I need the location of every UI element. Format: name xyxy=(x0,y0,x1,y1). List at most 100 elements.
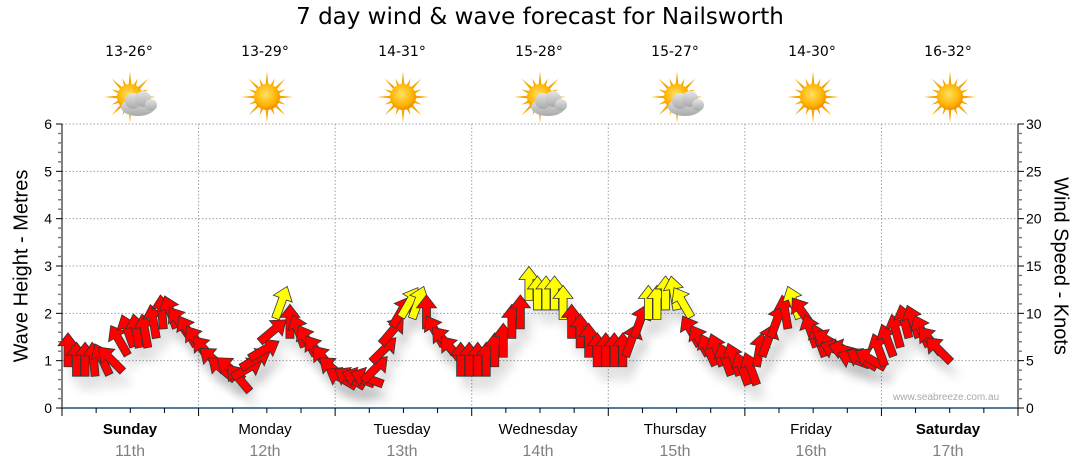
temp-range: 15-27° xyxy=(651,44,699,60)
sun-ray xyxy=(787,95,803,99)
sun-ray xyxy=(273,78,286,91)
sun-ray xyxy=(240,95,256,99)
y-tick-label-left: 3 xyxy=(44,258,52,274)
sun-ray xyxy=(248,103,261,116)
y-axis-left-label: Wave Height - Metres xyxy=(10,170,32,363)
y-tick-label-left: 0 xyxy=(44,400,52,416)
day-label: Thursday xyxy=(643,421,707,438)
sun-ray xyxy=(277,95,293,99)
y-tick-label-right: 20 xyxy=(1026,211,1042,227)
sunny-icon xyxy=(377,71,430,123)
cloud xyxy=(121,91,158,116)
y-tick-label-right: 5 xyxy=(1026,353,1034,369)
date-label: 14th xyxy=(522,443,554,460)
sun-ray xyxy=(104,95,120,99)
sun-disc xyxy=(390,84,417,110)
sun-ray xyxy=(794,78,807,91)
sun-ray xyxy=(401,71,405,87)
temp-range: 16-32° xyxy=(924,44,972,60)
day-label: Tuesday xyxy=(373,421,431,438)
sun-ray xyxy=(273,103,286,116)
sun-ray xyxy=(521,78,534,91)
wind-arrow xyxy=(279,303,301,339)
sun-ray xyxy=(136,78,149,91)
temp-range: 14-30° xyxy=(788,44,836,60)
sunny-icon xyxy=(240,71,293,123)
sun-ray xyxy=(931,78,944,91)
arrow-shadow xyxy=(374,351,402,379)
sun-ray xyxy=(650,95,666,99)
sun-ray xyxy=(824,95,840,99)
sun-ray xyxy=(514,95,530,99)
sun-ray xyxy=(956,78,969,91)
y-tick-label-left: 2 xyxy=(44,305,52,321)
axes: 0 1 2 3 4 5 6 0 5 10 15 20 25 30 xyxy=(44,116,1042,416)
date-label: 12th xyxy=(249,443,281,460)
wind-arrow xyxy=(855,348,888,372)
sun-ray xyxy=(923,95,939,99)
wind-arrow xyxy=(271,285,293,321)
wind-arrow xyxy=(552,284,574,320)
cloud-part xyxy=(555,99,567,111)
y-tick-label-right: 15 xyxy=(1026,258,1042,274)
temp-range: 13-26° xyxy=(105,44,153,60)
partly-cloudy-icon xyxy=(104,71,158,123)
sun-ray xyxy=(960,95,976,99)
sun-ray xyxy=(410,103,422,116)
arrow-shadow xyxy=(253,353,286,376)
sun-ray xyxy=(956,103,969,116)
cloud-part xyxy=(145,99,158,111)
sun-ray xyxy=(546,78,559,91)
sun-ray xyxy=(819,103,832,116)
day-label: Friday xyxy=(790,421,832,438)
sun-ray xyxy=(683,78,695,91)
sun-ray xyxy=(111,78,124,91)
sun-ray xyxy=(414,95,430,99)
partly-cloudy-icon xyxy=(650,71,704,123)
sun-ray xyxy=(811,107,815,123)
sun-ray xyxy=(128,71,132,87)
sun-ray xyxy=(111,103,124,116)
date-label: 13th xyxy=(386,443,418,460)
sunny-icon xyxy=(787,71,840,123)
sun-ray xyxy=(811,71,815,87)
sun-ray xyxy=(675,71,679,87)
arrow-shadow xyxy=(932,351,960,379)
sun-ray xyxy=(658,78,670,91)
y-tick-label-left: 6 xyxy=(44,116,52,132)
sun-ray xyxy=(538,71,542,87)
wind-arrow xyxy=(256,319,287,346)
y-tick-label-left: 4 xyxy=(44,211,52,227)
sun-ray xyxy=(410,78,422,91)
y-tick-label-right: 0 xyxy=(1026,400,1034,416)
day-label: Saturday xyxy=(915,421,981,438)
temp-range: 15-28° xyxy=(515,44,563,60)
day-label: Sunday xyxy=(102,421,158,438)
sun-ray xyxy=(521,103,534,116)
y-tick-label-right: 10 xyxy=(1026,305,1042,321)
temp-range: 13-29° xyxy=(241,44,289,60)
date-label: 15th xyxy=(659,443,691,460)
sun-disc xyxy=(253,84,280,110)
watermark: www.seabreeze.com.au xyxy=(893,392,1000,403)
sun-ray xyxy=(931,103,944,116)
sunny-icon xyxy=(923,71,976,123)
chart-title: 7 day wind & wave forecast for Nailswort… xyxy=(296,4,784,30)
sun-ray xyxy=(265,107,269,123)
y-tick-label-left: 1 xyxy=(44,353,52,369)
sun-ray xyxy=(248,78,261,91)
temp-range: 14-31° xyxy=(378,44,426,60)
sun-ray xyxy=(265,71,269,87)
cloud-part xyxy=(691,99,704,111)
partly-cloudy-icon xyxy=(514,71,567,123)
y-tick-label-right: 30 xyxy=(1026,116,1042,132)
wind-arrow xyxy=(926,337,955,366)
y-axis-right-label: Wind Speed - Knots xyxy=(1050,177,1072,355)
sun-ray xyxy=(401,107,405,123)
wind-arrow xyxy=(671,287,696,320)
day-label: Monday xyxy=(238,421,292,438)
wind-arrows xyxy=(57,265,955,395)
sun-disc xyxy=(936,84,963,110)
sun-disc xyxy=(800,84,827,110)
